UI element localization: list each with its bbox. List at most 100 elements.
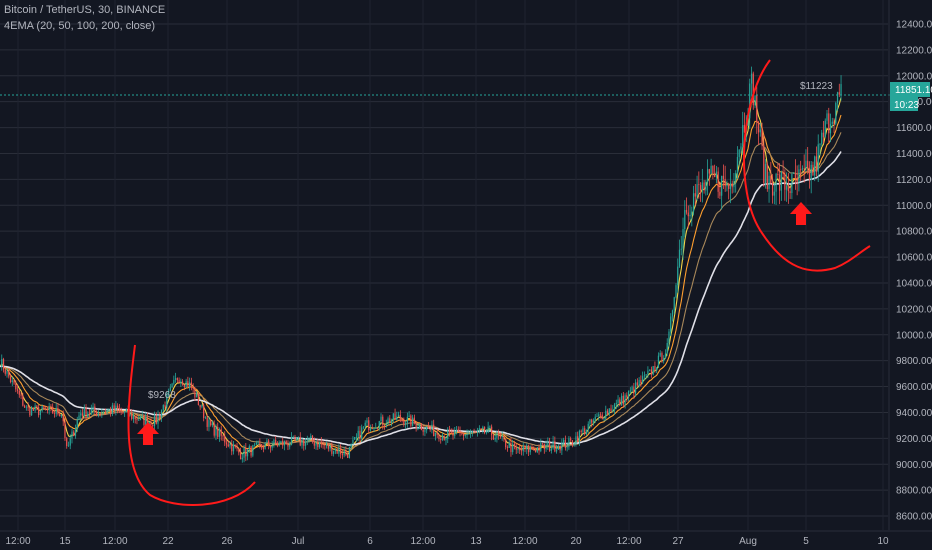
candle-body	[668, 331, 670, 343]
candle-body	[512, 443, 514, 453]
y-tick-label: 12200.00	[896, 45, 932, 56]
candle-body	[475, 431, 477, 433]
candle-body	[354, 436, 356, 440]
candle-body	[187, 381, 189, 387]
candle-body	[786, 185, 788, 190]
candle-body	[9, 376, 12, 383]
candle-body	[204, 417, 207, 419]
candle-body	[252, 445, 254, 456]
candle-body	[494, 437, 496, 440]
y-tick-label: 11600.00	[896, 123, 932, 134]
candle-body	[30, 408, 33, 416]
candle-body	[461, 432, 463, 434]
candle-body	[591, 419, 593, 423]
candle-body	[273, 439, 275, 446]
candle-body	[217, 426, 219, 437]
candle-body	[160, 410, 163, 418]
candle-body	[99, 412, 101, 414]
candle-body	[104, 411, 106, 413]
candle-body	[538, 447, 540, 452]
candle-body	[11, 380, 13, 383]
candle-body	[8, 370, 10, 377]
candle-body	[424, 430, 426, 432]
candle-body	[341, 453, 344, 456]
candle-body	[87, 413, 89, 418]
candle-body	[401, 418, 403, 420]
candle-body	[749, 83, 751, 119]
candle-body	[529, 447, 531, 453]
candle-body	[174, 378, 177, 380]
candle-body	[261, 444, 263, 448]
candle-body	[2, 358, 5, 370]
candle-body	[692, 193, 695, 212]
candle-body	[831, 121, 833, 124]
candle-body	[324, 444, 326, 446]
candle-body	[41, 406, 43, 411]
candle-body	[4, 369, 6, 374]
candle-body	[283, 440, 286, 446]
candle-body	[303, 440, 305, 446]
candle-body	[664, 353, 667, 359]
candle-body	[378, 421, 380, 429]
candle-body	[88, 413, 91, 415]
candle-body	[259, 442, 261, 445]
candle-body	[706, 169, 709, 182]
candle-body	[373, 427, 375, 429]
candle-body	[115, 405, 117, 411]
candle-body	[199, 405, 201, 408]
candle-body	[534, 449, 537, 453]
price-axis[interactable]: 8600.00 8800.00 9000.00 9200.00 9400.00 9600.…	[888, 0, 932, 530]
candle-body	[571, 440, 574, 445]
candle-body	[369, 428, 372, 430]
candle-body	[476, 430, 479, 432]
candle-body	[159, 415, 161, 418]
candle-body	[568, 438, 570, 448]
countdown-value: 10:23	[894, 100, 919, 111]
candle-body	[462, 433, 465, 436]
candle-body	[390, 420, 393, 423]
candle-body	[629, 390, 631, 392]
candle-body	[508, 442, 510, 448]
y-tick-label: 9600.00	[896, 382, 932, 393]
y-tick-label: 11000.00	[896, 201, 932, 212]
y-tick-label: 10000.00	[896, 330, 932, 341]
x-tick-label: 13	[470, 536, 482, 547]
candle-body	[766, 164, 768, 189]
candle-body	[793, 173, 795, 174]
candle-body	[269, 445, 272, 448]
candle-body	[57, 408, 59, 415]
candle-body	[759, 129, 761, 133]
candle-body	[408, 415, 410, 417]
candle-body	[605, 410, 607, 419]
annotation-11223: $11223	[800, 81, 833, 92]
candle-body	[357, 430, 359, 437]
candle-body	[654, 365, 656, 371]
candle-body	[83, 407, 85, 416]
candle-body	[656, 367, 658, 371]
candle-body	[211, 423, 214, 426]
candle-body	[798, 169, 800, 183]
candle-body	[285, 440, 287, 445]
candle-body	[433, 424, 435, 437]
candle-body	[608, 408, 610, 414]
candle-body	[125, 408, 128, 412]
symbol-title[interactable]: Bitcoin / TetherUS, 30, BINANCE	[4, 4, 166, 16]
candle-body	[740, 146, 742, 150]
candle-body	[64, 421, 66, 439]
candle-body	[743, 125, 746, 133]
candle-body	[206, 417, 208, 427]
candle-body	[650, 369, 653, 375]
x-tick-label: 12:00	[5, 536, 30, 547]
candle-body	[445, 438, 447, 441]
candle-body	[473, 430, 475, 432]
time-axis[interactable]: 12:00 15 12:00 22 26 Jul 6 12:00 13 12:00 20 12:00 2…	[0, 530, 932, 547]
candle-body	[487, 426, 489, 433]
x-tick-label: Jul	[292, 536, 305, 547]
indicator-label[interactable]: 4EMA (20, 50, 100, 200, close)	[4, 20, 156, 32]
ema-200-line	[0, 151, 842, 446]
candle-body	[675, 285, 677, 298]
candle-body	[361, 427, 363, 439]
candle-body	[703, 182, 705, 191]
candle-body	[691, 211, 693, 215]
